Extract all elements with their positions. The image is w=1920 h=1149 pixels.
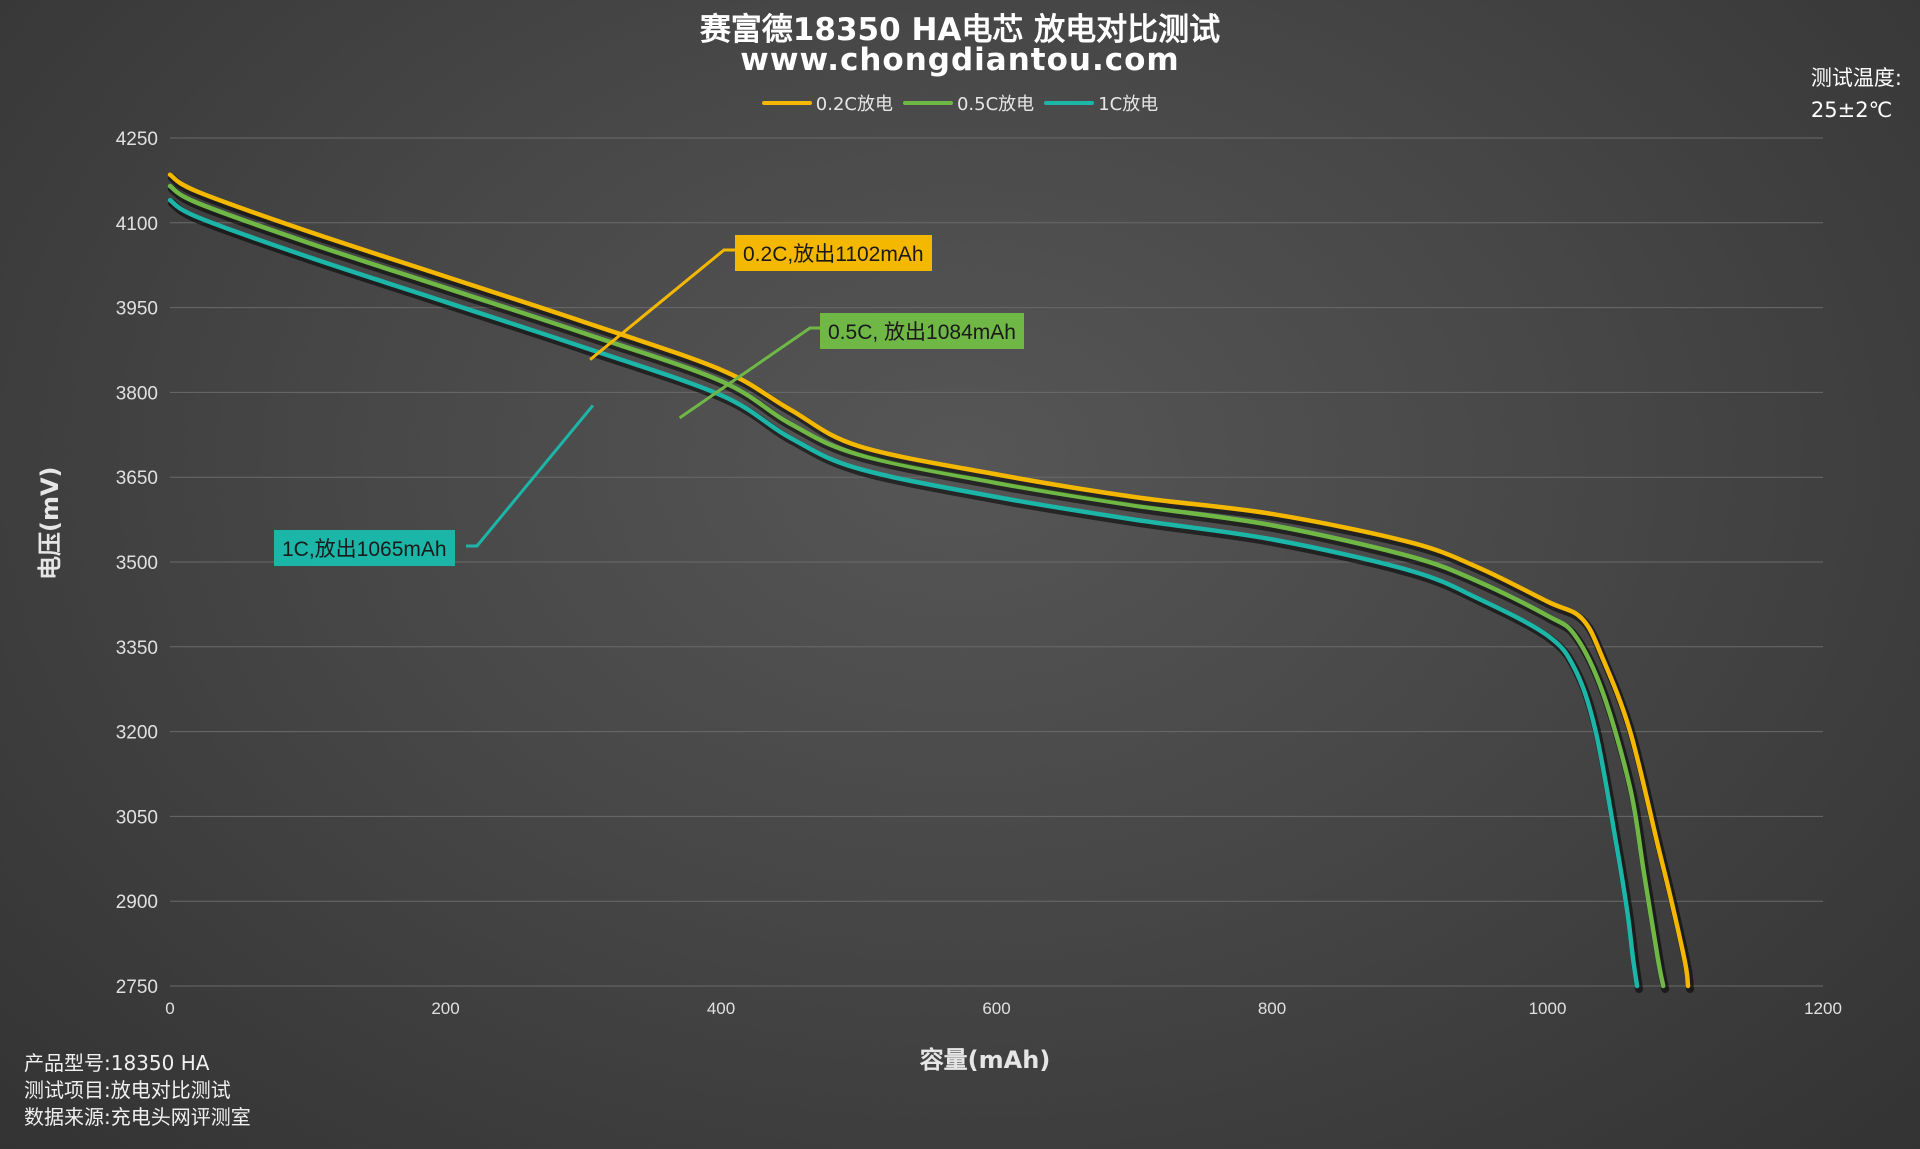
legend-item-02c: 0.2C放电 xyxy=(761,90,893,116)
x-axis-label: 容量(mAh) xyxy=(919,1046,1051,1074)
test-temperature: 测试温度: 25±2℃ xyxy=(1811,62,1902,126)
legend-swatch-1c xyxy=(1044,101,1095,105)
x-tick-label-200: 200 xyxy=(431,999,459,1018)
leader-line-1c xyxy=(466,404,595,548)
series-line-05c xyxy=(167,183,1666,989)
callout-05c: 0.5C, 放出1084mAh xyxy=(820,313,1024,349)
legend-label-02c: 0.2C放电 xyxy=(815,94,893,115)
y-tick-label-3500: 3500 xyxy=(116,553,158,574)
x-tick-label-1200: 1200 xyxy=(1804,999,1842,1018)
x-tick-label-0: 0 xyxy=(165,999,174,1018)
leader-line-05c xyxy=(678,326,822,420)
x-tick-label-1000: 1000 xyxy=(1529,999,1567,1018)
series-line-02c xyxy=(167,172,1691,989)
y-tick-label-3650: 3650 xyxy=(116,468,158,489)
legend-label-1c: 1C放电 xyxy=(1098,94,1159,115)
chart-subtitle: www.chongdiantou.com xyxy=(740,42,1180,78)
y-tick-label-3800: 3800 xyxy=(116,383,158,404)
footer-model: 产品型号:18350 HA xyxy=(24,1051,210,1075)
series-line-02c-shadow xyxy=(168,173,1695,993)
series-line-1c xyxy=(167,197,1640,989)
legend-item-1c: 1C放电 xyxy=(1044,90,1158,116)
callout-1c: 1C,放出1065mAh xyxy=(274,530,455,566)
y-tick-label-3350: 3350 xyxy=(116,638,158,659)
legend-label-05c: 0.5C放电 xyxy=(956,94,1035,115)
y-tick-label-4100: 4100 xyxy=(116,214,158,235)
x-tick-label-600: 600 xyxy=(982,999,1010,1018)
y-tick-label-3950: 3950 xyxy=(116,299,158,320)
x-tick-label-800: 800 xyxy=(1258,999,1286,1018)
legend-item-05c: 0.5C放电 xyxy=(902,90,1035,116)
footer-source: 数据来源:充电头网评测室 xyxy=(24,1105,251,1129)
legend-swatch-02c xyxy=(761,101,812,105)
leader-line-02c xyxy=(589,248,736,361)
callout-02c: 0.2C,放出1102mAh xyxy=(735,235,932,271)
temperature-label: 测试温度: xyxy=(1810,66,1902,90)
y-tick-label-3200: 3200 xyxy=(116,723,158,744)
series-line-05c-shadow xyxy=(168,185,1670,993)
chart-title: 赛富德18350 HA电芯 放电对比测试 xyxy=(699,12,1221,48)
legend-swatch-05c xyxy=(902,101,953,105)
y-tick-label-4250: 4250 xyxy=(116,129,158,150)
footer-info: 产品型号:18350 HA 测试项目:放电对比测试 数据来源:充电头网评测室 xyxy=(24,1050,251,1131)
footer-test-item: 测试项目:放电对比测试 xyxy=(24,1078,231,1102)
y-axis-label: 电压(mV) xyxy=(36,466,64,580)
y-tick-label-2750: 2750 xyxy=(116,977,158,998)
y-tick-label-2900: 2900 xyxy=(116,892,158,913)
y-tick-label-3050: 3050 xyxy=(116,807,158,828)
temperature-value: 25±2℃ xyxy=(1810,98,1893,122)
x-tick-label-400: 400 xyxy=(707,999,735,1018)
chart-legend: 0.2C放电 0.5C放电 1C放电 xyxy=(0,90,1920,116)
